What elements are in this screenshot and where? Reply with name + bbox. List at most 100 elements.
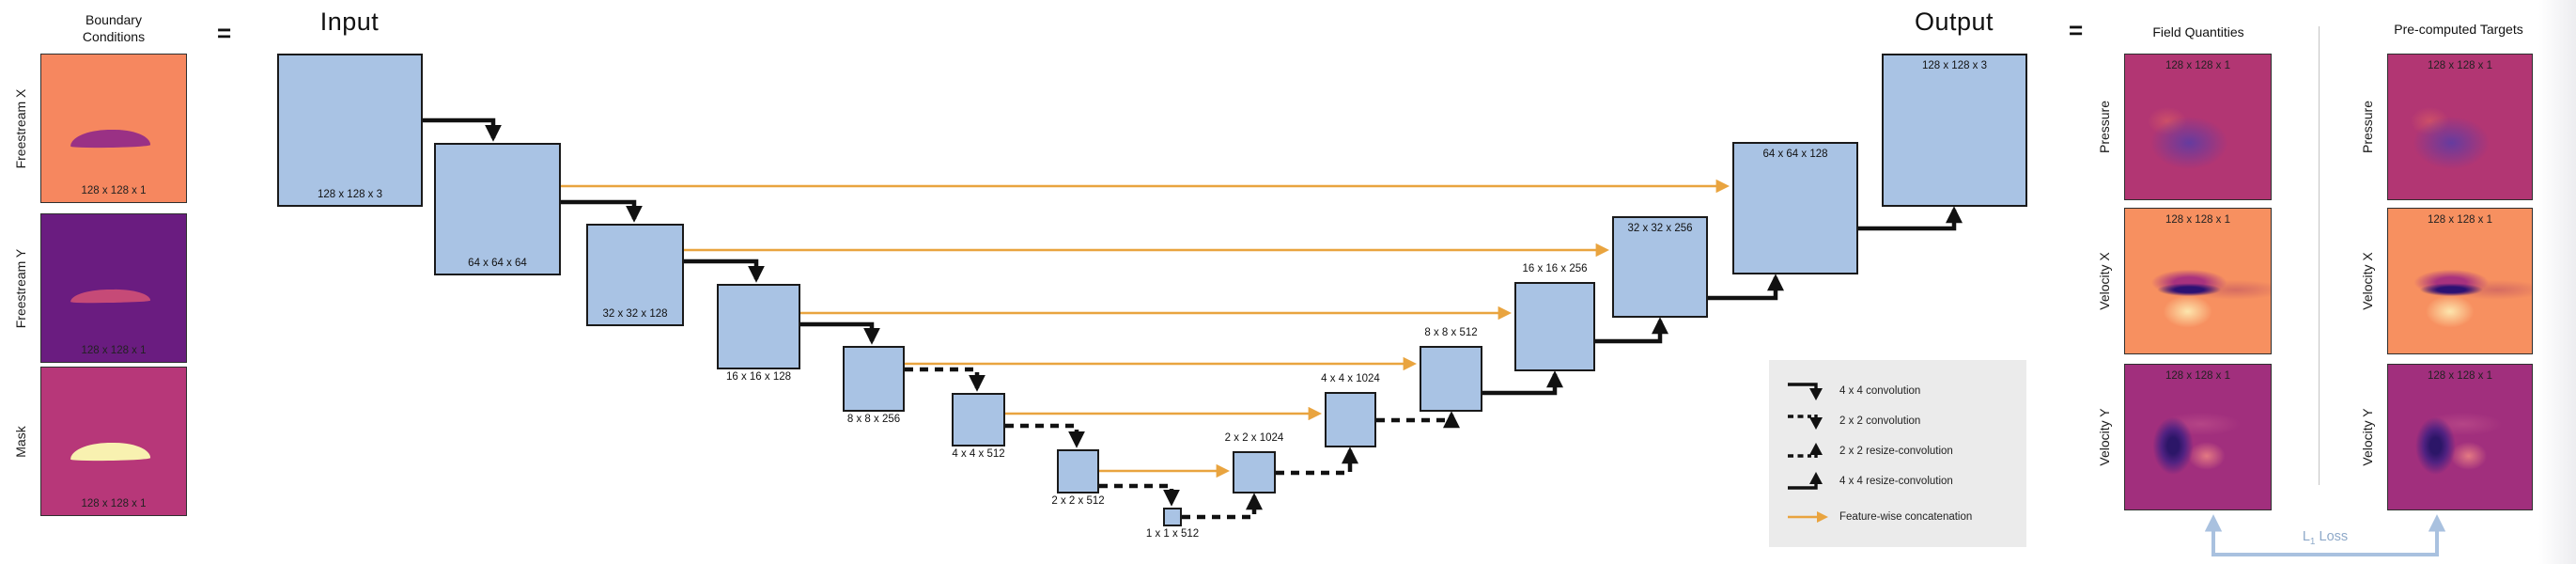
legend-label: 4 x 4 convolution [1839,385,1921,397]
loss-pre: L [2302,529,2310,544]
unet-box-label: 64 x 64 x 128 [1762,149,1828,160]
convolution-arrow [1482,370,1563,396]
unet-box-128x128x3: 128 x 128 x 3 [277,54,423,207]
unet-box-32x32x256: 32 x 32 x 256 [1612,216,1708,318]
legend-item-conv22: 2 x 2 convolution [1785,406,2026,436]
tile-size-label: 128 x 128 x 1 [81,498,147,509]
convolution-arrow-dashed [1276,446,1358,476]
unet-box-64x64x128: 64 x 64 x 128 [1732,142,1858,274]
background-fade [2538,0,2576,564]
resize22-icon [1788,443,1823,458]
equals-left: = [217,19,232,47]
unet-box-8x8x256: 8 x 8 x 256 [843,346,905,425]
convolution-arrow [561,199,643,223]
unet-box-label: 64 x 64 x 64 [468,258,527,269]
tile-rotated-label: Velocity X [2097,252,2112,310]
unet-box-label: 32 x 32 x 256 [1627,223,1693,234]
convolution-arrow-dashed [905,367,985,392]
concat-icon [1788,511,1828,523]
unet-box-1x1x512: 1 x 1 x 512 [1146,508,1199,540]
tile-fq-velocity-y: 128 x 128 x 1 Velocity Y [2097,364,2272,510]
tile-fq-pressure: 128 x 128 x 1 Pressure [2097,54,2272,200]
tile-rotated-label: Pressure [2360,100,2375,154]
legend-label: 4 x 4 resize-convolution [1839,476,1953,487]
legend-item-resize22: 2 x 2 resize-convolution [1785,436,2026,466]
loss-post: Loss [2319,529,2349,544]
convolution-arrow-dashed [1005,423,1085,448]
tile-rotated-label: Pressure [2097,100,2112,154]
convolution-arrow-dashed [1376,411,1460,429]
tile-size-label: 128 x 128 x 1 [81,185,147,196]
tile-size-label: 128 x 128 x 1 [2427,60,2493,71]
convolution-arrow [1595,317,1668,344]
legend-label: 2 x 2 resize-convolution [1839,446,1953,457]
tile-rotated-label: Velocity Y [2097,408,2112,466]
output-title: Output [1914,8,1994,36]
unet-box-label: 1 x 1 x 512 [1145,528,1200,540]
legend-item-conv44: 4 x 4 convolution [1785,376,2026,406]
legend-item-resize44: 4 x 4 resize-convolution [1785,466,2026,496]
input-title: Input [319,8,380,36]
unet-box-4x4x1024: 4 x 4 x 1024 [1321,373,1380,447]
unet-box-label: 8 x 8 x 256 [846,414,901,425]
tile-mask: 128 x 128 x 1 Mask [13,367,187,516]
tile-size-label: 128 x 128 x 1 [2165,60,2231,71]
unet-box-16x16x256: 16 x 16 x 256 [1514,263,1595,371]
unet-box-label: 16 x 16 x 128 [725,371,792,383]
resize44-icon [1788,472,1823,490]
unet-box-8x8x512: 8 x 8 x 512 [1420,327,1482,412]
legend-item-concat: Feature-wise concatenation [1785,502,2026,532]
unet-box-label: 8 x 8 x 512 [1424,327,1478,338]
convolution-arrow [1708,274,1784,301]
unet-box-64x64x64: 64 x 64 x 64 [434,143,561,275]
tile-size-label: 128 x 128 x 1 [81,345,147,356]
convolution-arrow [1858,206,1963,231]
convolution-arrow [684,258,765,283]
tile-rotated-label: Velocity Y [2360,408,2375,466]
legend-label: 2 x 2 convolution [1839,415,1921,427]
precomputed-targets-title: Pre-computed Targets [2394,22,2523,37]
convolution-arrow-dashed [1182,493,1263,520]
column-divider [2319,26,2320,485]
unet-box-label: 4 x 4 x 1024 [1321,373,1380,384]
l1-loss-label: L1 Loss [2303,529,2348,547]
boundary-title-line1: Boundary [85,12,142,27]
unet-box-label: 2 x 2 x 512 [1051,495,1105,507]
tile-size-label: 128 x 128 x 1 [2165,214,2231,226]
unet-box-label: 32 x 32 x 128 [602,308,668,320]
tile-pt-velocity-x: 128 x 128 x 1 Velocity X [2360,208,2533,354]
tile-pt-pressure: 128 x 128 x 1 Pressure [2360,54,2533,200]
tile-size-label: 128 x 128 x 1 [2165,370,2231,382]
tile-pt-velocity-y: 128 x 128 x 1 Velocity Y [2360,364,2533,510]
unet-box-label: 128 x 128 x 3 [1921,60,1988,71]
unet-box-128x128x3: 128 x 128 x 3 [1882,54,2027,207]
unet-box-2x2x512: 2 x 2 x 512 [1051,449,1105,507]
loss-sub: 1 [2309,536,2316,547]
legend-rows: 4 x 4 convolution 2 x 2 convolution 2 x 2 … [1785,376,2026,532]
convolution-arrow-dashed [1099,483,1180,507]
unet-box-label: 4 x 4 x 512 [952,448,1005,460]
legend-label: Feature-wise concatenation [1839,511,1973,523]
boundary-conditions-title: Boundary Conditions [40,11,187,45]
unet-box-32x32x128: 32 x 32 x 128 [586,224,684,326]
conv44-icon [1788,383,1823,400]
convolution-arrow [800,321,880,345]
unet-box-label: 128 x 128 x 3 [317,189,383,200]
tile-freestream-x: 128 x 128 x 1 Freestream X [13,54,187,203]
tile-size-label: 128 x 128 x 1 [2427,214,2493,226]
unet-box-label: 16 x 16 x 256 [1522,263,1588,274]
unet-box-16x16x128: 16 x 16 x 128 [717,284,800,383]
tile-freestream-y: 128 x 128 x 1 Freestream Y [13,213,187,363]
conv22-icon [1788,415,1823,430]
unet-box-label: 2 x 2 x 1024 [1224,432,1284,444]
equals-right: = [2069,16,2084,44]
boundary-title-line2: Conditions [82,29,146,45]
unet-box-2x2x1024: 2 x 2 x 1024 [1225,432,1283,494]
field-quantities-title: Field Quantities [2152,24,2244,39]
tile-fq-velocity-x: 128 x 128 x 1 Velocity X [2097,208,2272,354]
tile-size-label: 128 x 128 x 1 [2427,370,2493,382]
legend: 4 x 4 convolution 2 x 2 convolution 2 x 2 … [1769,360,2026,547]
unet-box-4x4x512: 4 x 4 x 512 [952,393,1005,460]
